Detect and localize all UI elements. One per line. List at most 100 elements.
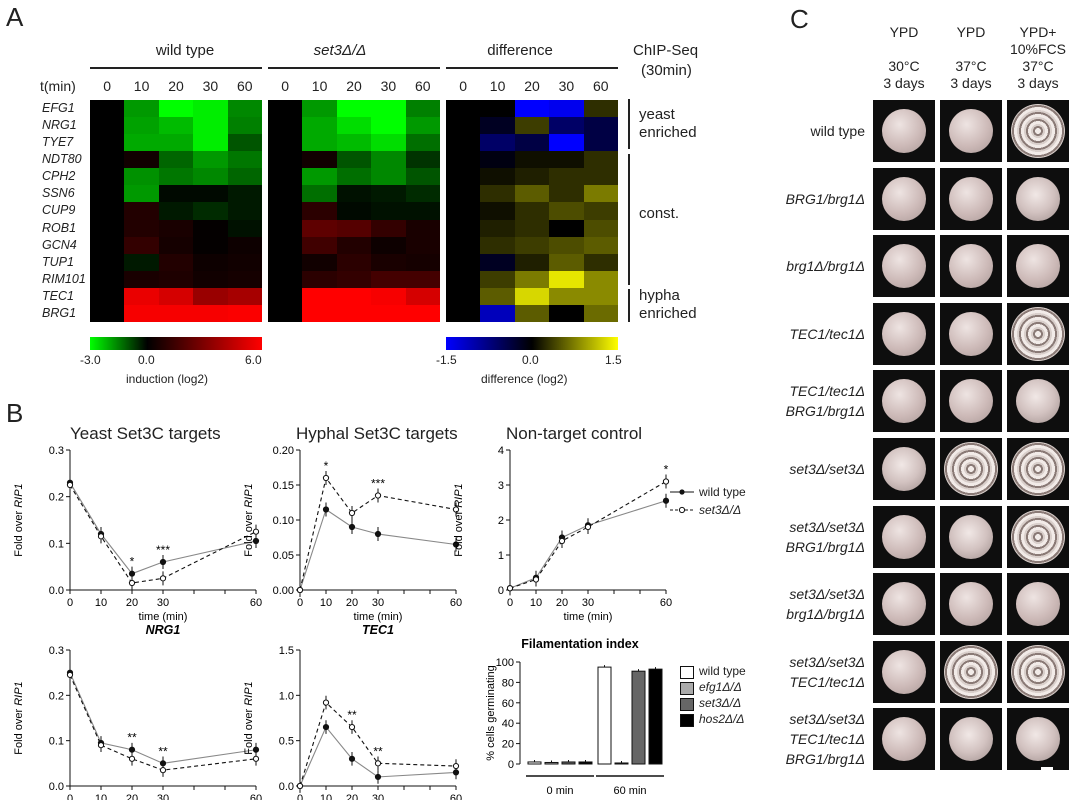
gene-label: GCN4 — [42, 237, 77, 252]
heatmap-cell — [371, 134, 407, 152]
heatmap-cell — [480, 151, 516, 169]
heatmap-cell — [302, 151, 338, 169]
plate-tile — [1007, 640, 1069, 703]
heatmap-cell — [583, 202, 619, 221]
strain-label: set3Δ/set3Δ — [755, 459, 865, 479]
heatmap-cell — [405, 236, 441, 255]
strain-label: set3Δ/set3Δ TEC1/tec1Δ BRG1/brg1Δ — [755, 709, 865, 769]
heatmap-cell — [193, 270, 229, 289]
colony — [882, 311, 926, 356]
colony — [1011, 509, 1065, 564]
y-tick-label: 0.1 — [49, 736, 64, 748]
heatmap-cell — [549, 236, 585, 255]
heatmap-cell — [446, 100, 481, 118]
heatmap-cell — [549, 219, 585, 238]
heatmap-cell — [405, 253, 441, 272]
condition-line: 37°C — [955, 58, 987, 74]
y-tick-label: 0.15 — [273, 480, 294, 492]
heatmap-cell — [446, 304, 481, 323]
filament-y-tick-label: 60 — [502, 698, 514, 710]
heatmap-set3 — [268, 100, 441, 323]
plate-tile — [873, 573, 935, 636]
heatmap-cell — [302, 219, 338, 238]
heatmap-cell — [480, 202, 516, 221]
group-label-yeast: yeast enriched — [639, 106, 697, 141]
heatmap-cell — [193, 219, 229, 238]
heatmap-cell — [405, 202, 441, 221]
heatmap-cell — [193, 117, 229, 135]
strain-label: set3Δ/set3Δ brg1Δ/brg1Δ — [755, 584, 865, 624]
x-tick-label: 20 — [346, 597, 358, 609]
strain-label-line: BRG1/brg1Δ — [785, 538, 865, 555]
y-tick-label: 1 — [498, 550, 504, 562]
heatmap-cell — [336, 185, 372, 203]
y-tick-label: 0.2 — [49, 690, 64, 702]
time-label: 20 — [524, 78, 540, 94]
plate-tile — [940, 302, 1002, 365]
heatmap-cell — [90, 185, 125, 203]
data-point — [662, 478, 670, 485]
heatmap-cell — [90, 202, 125, 221]
strain-label-line: TEC1/tec1Δ — [789, 673, 865, 690]
x-tick-label: 0 — [507, 597, 513, 609]
heatmap-cell — [158, 151, 194, 169]
heatmap-cell — [227, 236, 263, 255]
strain-label-line: BRG1/brg1Δ — [785, 751, 865, 768]
strain-label-line: wild type — [810, 123, 865, 139]
condition-line: 3 days — [1017, 75, 1059, 91]
significance-mark: * — [664, 463, 669, 477]
heatmap-cell — [583, 134, 619, 152]
colorbar-induction-mid: 0.0 — [138, 353, 155, 367]
filament-legend-label: hos2Δ/Δ — [699, 712, 745, 726]
x-tick-label: 10 — [95, 597, 107, 609]
heatmap-cell — [514, 151, 550, 169]
time-label: 30 — [558, 78, 575, 94]
heatmap-cell — [336, 236, 372, 255]
heatmap-cell — [124, 100, 160, 118]
data-point — [296, 586, 304, 594]
colony — [1011, 442, 1065, 496]
colorbar-difference-label: difference (log2) — [481, 372, 568, 386]
strain-label: set3Δ/set3Δ BRG1/brg1Δ — [755, 517, 865, 557]
heatmap-cell — [583, 236, 619, 255]
time-label: 60 — [593, 78, 609, 94]
heatmap-cell — [124, 202, 160, 221]
data-point — [128, 570, 136, 577]
heatmap-cell — [583, 270, 619, 289]
x-axis-label: time (min) — [139, 611, 188, 623]
heatmap-cell — [158, 202, 194, 221]
colorbar-difference-mid: 0.0 — [522, 353, 539, 367]
heatmap-cell — [302, 168, 338, 186]
heatmap-cell — [336, 168, 372, 186]
legend-wt-marker — [679, 489, 685, 495]
heatmap-cell — [90, 236, 125, 255]
filament-legend-swatch — [680, 698, 694, 711]
heatmap-cell — [549, 270, 585, 289]
heatmap-cell — [549, 287, 585, 306]
heatmap-cell — [158, 134, 194, 152]
x-tick-label: 30 — [582, 597, 594, 609]
filament-bar — [648, 668, 663, 765]
heatmap-cell — [336, 287, 372, 306]
heatmap-cell — [446, 236, 481, 255]
heatmap-cell — [549, 168, 585, 186]
heatmap-cell — [371, 304, 407, 323]
gene-label: TEC1 — [42, 288, 74, 303]
heatmap-cell — [158, 236, 194, 255]
x-tick-label: 60 — [250, 597, 262, 609]
heatmap-cell — [405, 168, 441, 186]
header-underline-diff — [446, 67, 618, 69]
heatmap-cell — [405, 287, 441, 306]
title-hyphal-targets: Hyphal Set3C targets — [296, 424, 458, 443]
heatmap-cell — [514, 202, 550, 221]
heatmap-cell — [268, 270, 303, 289]
filament-group-label: 60 min — [613, 785, 646, 797]
bracket-const — [628, 154, 630, 285]
heatmap-cell — [268, 287, 303, 306]
heatmap-cell — [371, 117, 407, 135]
heatmap-cell — [336, 304, 372, 323]
legend-set3: set3Δ/Δ — [699, 503, 742, 517]
series-line — [69, 674, 257, 771]
heatmap-cell — [227, 304, 263, 323]
heatmap-cell — [227, 219, 263, 238]
